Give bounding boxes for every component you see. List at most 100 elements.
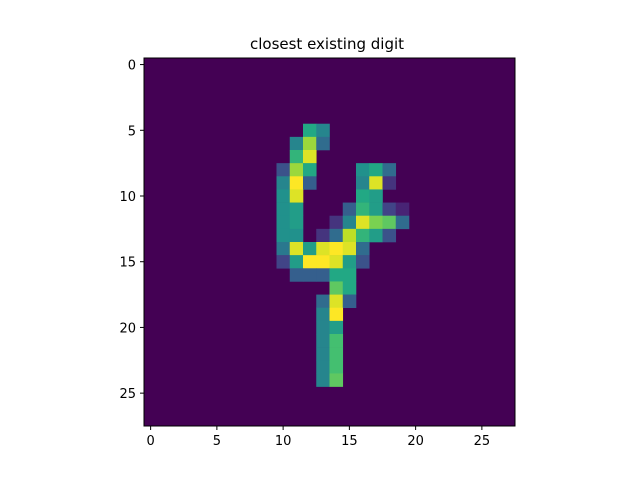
heatmap-cell (316, 268, 330, 282)
axes-frame (143, 57, 516, 427)
x-tick-label: 5 (213, 434, 221, 449)
heatmap-cell (276, 176, 291, 190)
heatmap-cell (342, 255, 357, 269)
heatmap-cell (316, 334, 330, 348)
x-tick-label: 15 (341, 434, 358, 449)
y-tick-label: 10 (119, 190, 136, 205)
heatmap-cell (395, 202, 410, 217)
heatmap-cell (329, 268, 344, 282)
heatmap-cell (329, 281, 344, 295)
heatmap-cell (356, 228, 370, 243)
heatmap-cell (289, 268, 304, 282)
y-axis: 0 5 10 15 20 25 (119, 59, 144, 402)
heatmap-cell (356, 202, 370, 217)
heatmap-cell (369, 163, 383, 177)
heatmap-cell (369, 176, 383, 190)
x-tick-label: 20 (407, 434, 424, 449)
heatmap-cell (289, 202, 304, 217)
heatmap-cell (356, 215, 370, 230)
x-axis: 0 5 10 15 20 25 (146, 426, 490, 449)
heatmap-cell (369, 202, 383, 217)
heatmap-cell (356, 189, 370, 203)
heatmap-cells (144, 58, 515, 426)
heatmap-cell (316, 320, 330, 335)
heatmap-cell (289, 255, 304, 269)
heatmap-cell (303, 176, 317, 190)
heatmap-cell (329, 334, 344, 348)
heatmap-cell (342, 281, 357, 295)
heatmap-cell (316, 242, 330, 256)
heatmap-cell (369, 189, 383, 203)
heatmap-cell (289, 242, 304, 256)
heatmap-cell (356, 242, 370, 256)
heatmap-cell (289, 176, 304, 190)
heatmap-cell (329, 215, 344, 230)
heatmap-cell (382, 176, 397, 190)
heatmap-cell (276, 255, 291, 269)
heatmap-cell (329, 242, 344, 256)
heatmap-cell (382, 202, 397, 217)
heatmap-cell (316, 123, 330, 138)
y-tick-label: 5 (128, 124, 136, 139)
heatmap-cell (329, 320, 344, 335)
heatmap-cell (303, 255, 317, 269)
heatmap-cell (303, 242, 317, 256)
heatmap-cell (289, 228, 304, 243)
x-tick-label: 0 (146, 434, 154, 449)
heatmap-cell (289, 150, 304, 164)
x-tick-label: 10 (275, 434, 292, 449)
heatmap-cell (356, 255, 370, 269)
heatmap-cell (289, 136, 304, 151)
heatmap-cell (276, 189, 291, 203)
heatmap-cell (316, 228, 330, 243)
heatmap-cell (342, 215, 357, 230)
heatmap-cell (395, 215, 410, 230)
heatmap-cell (276, 242, 291, 256)
heatmap-cell (329, 294, 344, 309)
heatmap-cell (342, 242, 357, 256)
heatmap-cell (329, 360, 344, 374)
heatmap-cell (276, 228, 291, 243)
heatmap-cell (276, 215, 291, 230)
heatmap-cell (369, 215, 383, 230)
heatmap-cell (329, 255, 344, 269)
x-tick-label: 25 (474, 434, 491, 449)
y-tick-label: 25 (119, 387, 136, 402)
heatmap-cell (276, 202, 291, 217)
heatmap-cell (342, 202, 357, 217)
heatmap-cell (342, 228, 357, 243)
heatmap-cell (382, 228, 397, 243)
y-tick-label: 20 (119, 321, 136, 336)
heatmap-cell (329, 347, 344, 361)
heatmap-cell (316, 347, 330, 361)
heatmap-cell (329, 373, 344, 387)
heatmap-cell (382, 163, 397, 177)
heatmap-cell (289, 215, 304, 230)
heatmap-cell (356, 163, 370, 177)
heatmap-cell (303, 163, 317, 177)
heatmap-cell (316, 307, 330, 322)
heatmap-cell (316, 360, 330, 374)
heatmap-cell (342, 294, 357, 309)
heatmap-cell (342, 268, 357, 282)
heatmap-cell (303, 268, 317, 282)
heatmap-cell (303, 123, 317, 138)
heatmap-cell (316, 373, 330, 387)
heatmap-cell (303, 136, 317, 151)
chart-title: closest existing digit (250, 35, 404, 53)
heatmap-cell (329, 307, 344, 322)
y-tick-label: 15 (119, 256, 136, 271)
heatmap-cell (369, 228, 383, 243)
heatmap-cell (316, 255, 330, 269)
heatmap-cell (316, 294, 330, 309)
heatmap-cell (289, 163, 304, 177)
heatmap-cell (289, 189, 304, 203)
heatmap-cell (329, 228, 344, 243)
heatmap-cell (316, 136, 330, 151)
heatmap-cell (382, 215, 397, 230)
heatmap-cell (303, 150, 317, 164)
y-tick-label: 0 (128, 59, 136, 74)
heatmap-cell (356, 176, 370, 190)
heatmap-cell (276, 163, 291, 177)
